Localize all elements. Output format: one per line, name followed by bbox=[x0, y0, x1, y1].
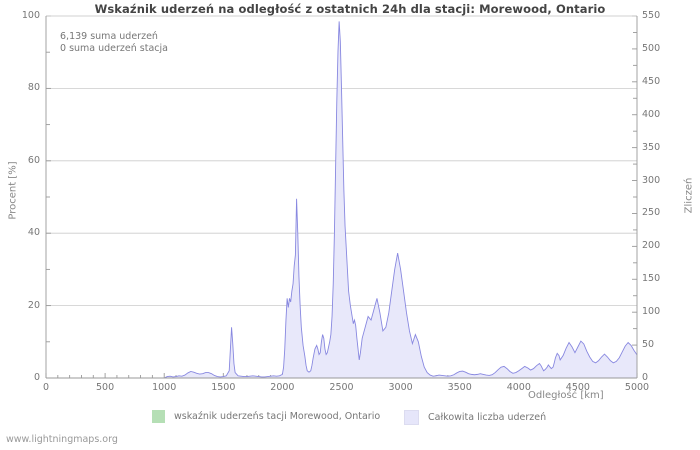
plot-frame bbox=[45, 15, 638, 379]
legend-swatch-total-strokes bbox=[404, 410, 419, 425]
y-tick-label-0: 0 bbox=[33, 372, 40, 383]
series-line-total-strokes bbox=[46, 21, 638, 379]
x-tick-label-3000: 3000 bbox=[388, 382, 413, 393]
legend-item-total-strokes[interactable]: Całkowita liczba uderzeń bbox=[404, 410, 546, 425]
chart-title: Wskaźnik uderzeń na odległość z ostatnic… bbox=[94, 2, 606, 16]
legend-label-total-strokes: Całkowita liczba uderzeń bbox=[428, 412, 547, 423]
annotation-station-strokes: 0 suma uderzeń stacja bbox=[60, 43, 168, 54]
footer-url: www.lightningmaps.org bbox=[6, 434, 118, 445]
x-tick-label-1500: 1500 bbox=[211, 382, 236, 393]
x-tick-label-4500: 4500 bbox=[565, 382, 590, 393]
series-area-total-strokes bbox=[46, 21, 637, 379]
x-tick-label-4000: 4000 bbox=[506, 382, 531, 393]
x-tick-label-3500: 3500 bbox=[447, 382, 472, 393]
y-tick-label-20: 20 bbox=[27, 299, 40, 311]
y2-tick-label-400: 400 bbox=[642, 108, 661, 120]
x-tick-label-500: 500 bbox=[96, 382, 115, 393]
y2-tick-label-0: 0 bbox=[642, 372, 649, 383]
x-tick-label-2500: 2500 bbox=[329, 382, 354, 393]
y2-tick-label-100: 100 bbox=[642, 306, 661, 318]
legend: wskaźnik uderzeńs tacji Morewood, Ontari… bbox=[0, 410, 700, 430]
y2-tick-label-150: 150 bbox=[642, 273, 661, 285]
y-tick-label-100: 100 bbox=[21, 10, 40, 21]
y-tick-label-60: 60 bbox=[27, 154, 40, 166]
annotation-total-strokes: 6,139 suma uderzeń bbox=[60, 31, 158, 42]
x-tick-label-2000: 2000 bbox=[270, 382, 295, 393]
y2-tick-label-500: 500 bbox=[642, 42, 661, 54]
y-tick-label-40: 40 bbox=[27, 227, 40, 239]
y2-tick-label-450: 450 bbox=[642, 75, 661, 87]
y2-tick-label-200: 200 bbox=[642, 240, 661, 252]
y-tick-label-80: 80 bbox=[27, 82, 40, 94]
y2-tick-label-550: 550 bbox=[642, 10, 661, 21]
x-axis-title: Odległość [km] bbox=[528, 390, 604, 401]
x-tick-label-5000: 5000 bbox=[624, 382, 650, 393]
y2-tick-label-350: 350 bbox=[642, 141, 661, 153]
y2-tick-label-50: 50 bbox=[642, 339, 655, 351]
y2-tick-label-250: 250 bbox=[642, 207, 661, 219]
x-tick-label-0: 0 bbox=[42, 382, 50, 393]
legend-item-station-rate[interactable]: wskaźnik uderzeńs tacji Morewood, Ontari… bbox=[152, 410, 380, 423]
legend-swatch-station-rate bbox=[152, 410, 165, 423]
x-tick-label-1000: 1000 bbox=[152, 382, 177, 393]
legend-label-station-rate: wskaźnik uderzeńs tacji Morewood, Ontari… bbox=[174, 411, 381, 422]
y2-tick-label-300: 300 bbox=[642, 174, 661, 186]
